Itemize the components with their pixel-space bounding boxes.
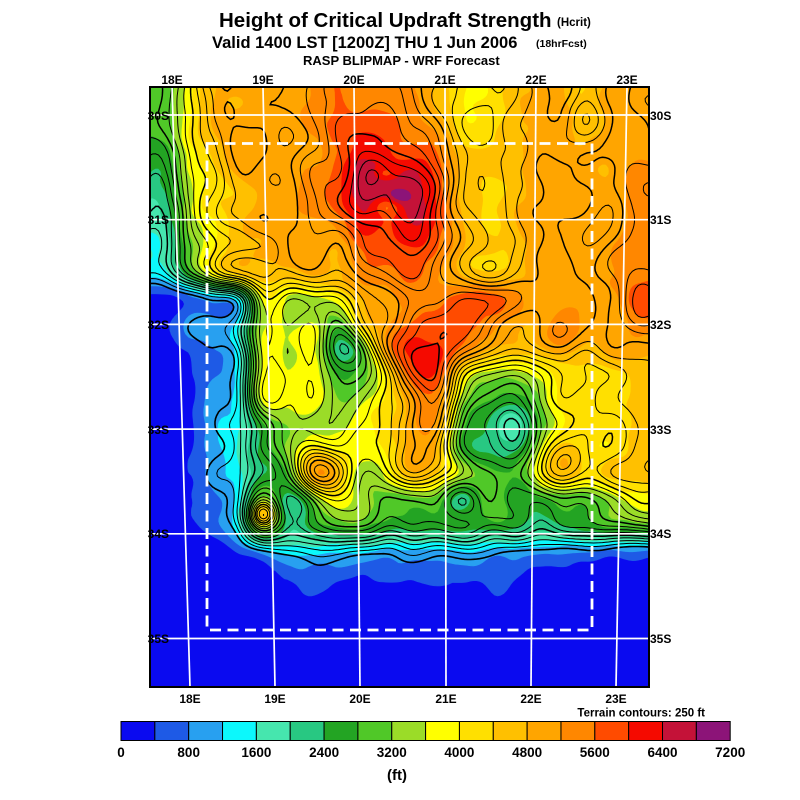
svg-text:3200: 3200 <box>377 745 407 760</box>
svg-text:20E: 20E <box>349 692 370 706</box>
svg-text:(Hcrit): (Hcrit) <box>557 17 591 29</box>
svg-text:30S: 30S <box>650 109 671 123</box>
svg-text:32S: 32S <box>650 318 671 332</box>
svg-text:Terrain contours: 250 ft: Terrain contours: 250 ft <box>577 708 705 720</box>
svg-text:800: 800 <box>177 745 200 760</box>
svg-text:23E: 23E <box>605 692 626 706</box>
svg-text:30S: 30S <box>148 109 169 123</box>
svg-text:34S: 34S <box>148 527 169 541</box>
svg-text:(18hrFcst): (18hrFcst) <box>536 38 587 50</box>
svg-text:31S: 31S <box>650 213 671 227</box>
svg-text:6400: 6400 <box>647 745 677 760</box>
svg-text:33S: 33S <box>650 423 671 437</box>
svg-text:21E: 21E <box>434 73 455 87</box>
svg-text:33S: 33S <box>148 423 169 437</box>
svg-text:31S: 31S <box>148 213 169 227</box>
svg-text:Height of Critical Updraft Str: Height of Critical Updraft Strength <box>219 9 552 32</box>
svg-text:18E: 18E <box>179 692 200 706</box>
svg-text:4000: 4000 <box>444 745 474 760</box>
svg-text:35S: 35S <box>148 632 169 646</box>
svg-text:5600: 5600 <box>580 745 610 760</box>
svg-text:1600: 1600 <box>241 745 271 760</box>
svg-text:19E: 19E <box>252 73 273 87</box>
svg-text:7200: 7200 <box>715 745 745 760</box>
svg-text:23E: 23E <box>616 73 637 87</box>
svg-text:RASP BLIPMAP - WRF Forecast: RASP BLIPMAP - WRF Forecast <box>303 53 500 68</box>
svg-text:Valid 1400 LST [1200Z] THU 1 J: Valid 1400 LST [1200Z] THU 1 Jun 2006 <box>212 34 517 52</box>
svg-text:19E: 19E <box>264 692 285 706</box>
svg-text:0: 0 <box>117 745 125 760</box>
svg-text:4800: 4800 <box>512 745 542 760</box>
svg-text:2400: 2400 <box>309 745 339 760</box>
svg-text:35S: 35S <box>650 632 671 646</box>
svg-text:34S: 34S <box>650 527 671 541</box>
svg-text:20E: 20E <box>343 73 364 87</box>
svg-text:18E: 18E <box>161 73 182 87</box>
svg-text:22E: 22E <box>525 73 546 87</box>
svg-text:(ft): (ft) <box>387 767 407 784</box>
svg-text:32S: 32S <box>148 318 169 332</box>
svg-text:21E: 21E <box>435 692 456 706</box>
svg-text:22E: 22E <box>520 692 541 706</box>
